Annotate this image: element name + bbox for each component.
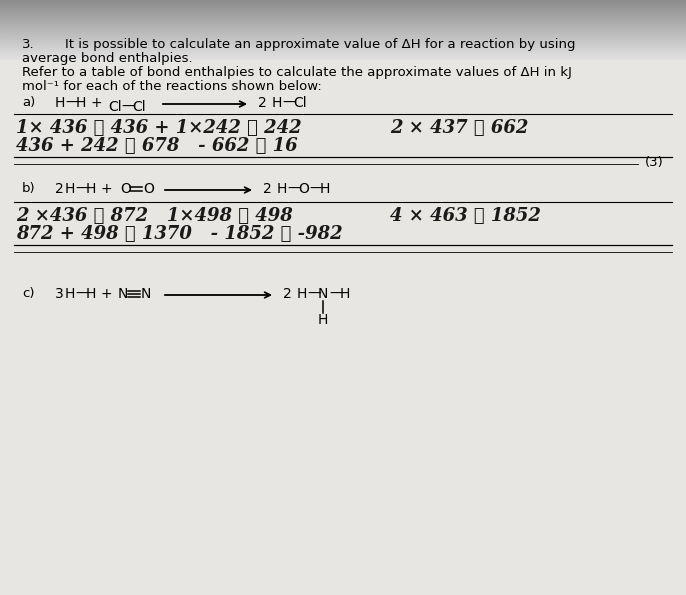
Bar <box>0 18 686 20</box>
Text: H: H <box>65 287 75 301</box>
Bar <box>0 38 686 40</box>
Text: 1× 436 ≅ 436 + 1×242 ≅ 242: 1× 436 ≅ 436 + 1×242 ≅ 242 <box>16 119 302 137</box>
Text: —: — <box>287 182 300 196</box>
Bar <box>0 36 686 38</box>
Text: O: O <box>143 182 154 196</box>
Bar <box>0 8 686 10</box>
Bar <box>0 30 686 32</box>
Text: average bond enthalpies.: average bond enthalpies. <box>22 52 193 65</box>
Text: 2: 2 <box>263 182 272 196</box>
Text: H: H <box>340 287 351 301</box>
Bar <box>0 28 686 30</box>
Text: H: H <box>297 287 307 301</box>
Text: —: — <box>282 96 296 110</box>
Bar <box>0 12 686 14</box>
Bar <box>0 58 686 60</box>
Text: —: — <box>329 287 343 301</box>
Bar <box>0 44 686 46</box>
Text: —: — <box>65 96 79 110</box>
Text: N: N <box>118 287 128 301</box>
Text: —: — <box>121 100 134 114</box>
Bar <box>0 56 686 58</box>
Bar <box>0 40 686 42</box>
Text: 436 + 242 ≅ 678   - 662 ≅ 16: 436 + 242 ≅ 678 - 662 ≅ 16 <box>16 137 298 155</box>
Text: O: O <box>298 182 309 196</box>
Bar <box>0 2 686 4</box>
Text: H: H <box>320 182 331 196</box>
Text: H: H <box>86 287 96 301</box>
Text: 2 × 437 ≅ 662: 2 × 437 ≅ 662 <box>390 119 528 137</box>
Bar <box>0 22 686 24</box>
Text: N: N <box>318 287 329 301</box>
Text: 2: 2 <box>283 287 292 301</box>
Bar <box>0 52 686 54</box>
Bar <box>0 10 686 12</box>
Text: —: — <box>307 287 321 301</box>
Text: H: H <box>277 182 287 196</box>
Text: N: N <box>141 287 152 301</box>
Text: b): b) <box>22 182 36 195</box>
Text: 2: 2 <box>258 96 267 110</box>
Bar <box>0 46 686 48</box>
Text: H: H <box>86 182 96 196</box>
Text: 2 ×436 ≅ 872   1×498 ≅ 498: 2 ×436 ≅ 872 1×498 ≅ 498 <box>16 207 293 225</box>
Bar <box>0 50 686 52</box>
Bar <box>0 34 686 36</box>
Bar <box>0 14 686 16</box>
Text: Refer to a table of bond enthalpies to calculate the approximate values of ΔH in: Refer to a table of bond enthalpies to c… <box>22 66 572 79</box>
Text: mol⁻¹ for each of the reactions shown below:: mol⁻¹ for each of the reactions shown be… <box>22 80 322 93</box>
Bar <box>0 0 686 2</box>
Text: It is possible to calculate an approximate value of ΔH for a reaction by using: It is possible to calculate an approxima… <box>65 38 576 51</box>
Bar <box>0 24 686 26</box>
Text: c): c) <box>22 287 34 300</box>
Text: +: + <box>91 96 103 110</box>
Text: (3): (3) <box>645 156 664 169</box>
Text: —: — <box>75 287 88 301</box>
Text: H: H <box>65 182 75 196</box>
Bar <box>0 60 686 595</box>
Text: —: — <box>309 182 322 196</box>
Text: H: H <box>272 96 283 110</box>
Text: +: + <box>100 182 112 196</box>
Text: 3: 3 <box>55 287 64 301</box>
Text: Cl: Cl <box>293 96 307 110</box>
Text: 872 + 498 ≅ 1370   - 1852 ≅ -982: 872 + 498 ≅ 1370 - 1852 ≅ -982 <box>16 225 342 243</box>
Bar <box>0 54 686 56</box>
Text: O: O <box>120 182 131 196</box>
Text: 2: 2 <box>55 182 64 196</box>
Text: 4 × 463 ≅ 1852: 4 × 463 ≅ 1852 <box>390 207 541 225</box>
Text: 3.: 3. <box>22 38 34 51</box>
Bar <box>0 16 686 18</box>
Bar <box>0 48 686 50</box>
Text: H: H <box>318 313 329 327</box>
Bar <box>0 6 686 8</box>
Bar <box>0 4 686 6</box>
Text: —: — <box>75 182 88 196</box>
Text: +: + <box>100 287 112 301</box>
Bar <box>0 26 686 28</box>
Text: H: H <box>76 96 86 110</box>
Bar <box>0 20 686 22</box>
Text: H: H <box>55 96 65 110</box>
Bar <box>0 42 686 44</box>
Text: Cl: Cl <box>132 100 145 114</box>
Text: Cl: Cl <box>108 100 121 114</box>
Bar <box>0 32 686 34</box>
Text: a): a) <box>22 96 35 109</box>
